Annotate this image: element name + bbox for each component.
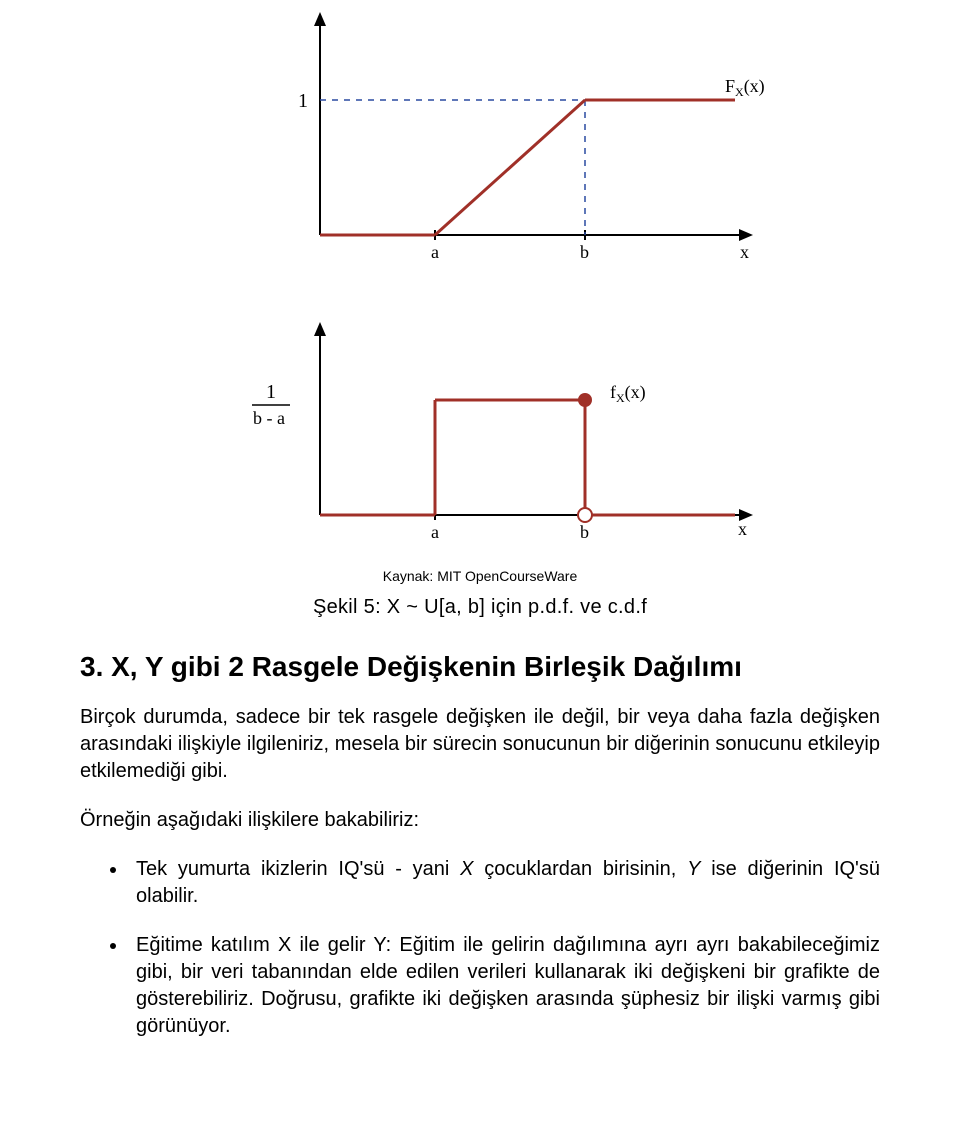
label-Fx: FX(x) <box>725 76 765 99</box>
uniform-dist-chart: 1 a b x FX(x) 1 <box>180 0 780 560</box>
list-item: Tek yumurta ikizlerin IQ'sü - yani X çoc… <box>128 856 880 910</box>
label-fx: fX(x) <box>610 382 646 405</box>
label-x-top: x <box>740 242 749 262</box>
bullet-list: Tek yumurta ikizlerin IQ'sü - yani X çoc… <box>80 856 880 1040</box>
caption-figure: Şekil 5: X ~ U[a, b] için p.d.f. ve c.d.… <box>80 596 880 619</box>
list-item: Eğitime katılım X ile gelir Y: Eğitim il… <box>128 932 880 1040</box>
li1-y: Y <box>687 858 700 880</box>
label-b-bot: b <box>580 522 589 542</box>
label-one: 1 <box>298 90 308 112</box>
label-b-top: b <box>580 242 589 262</box>
chart-container: 1 a b x FX(x) 1 <box>180 0 780 560</box>
label-frac-bot: b - a <box>253 408 285 428</box>
li1-pre: Tek yumurta ikizlerin IQ'sü - yani <box>136 858 460 880</box>
caption-source: Kaynak: MIT OpenCourseWare <box>80 568 880 584</box>
li1-mid: çocuklardan birisinin, <box>474 858 688 880</box>
paragraph-1: Birçok durumda, sadece bir tek rasgele d… <box>80 704 880 785</box>
paragraph-2: Örneğin aşağıdaki ilişkilere bakabiliriz… <box>80 807 880 834</box>
label-a-top: a <box>431 242 439 262</box>
section-heading: 3. X, Y gibi 2 Rasgele Değişkenin Birleş… <box>80 649 880 684</box>
li1-x: X <box>460 858 473 880</box>
label-frac-top: 1 <box>266 381 276 403</box>
label-x-bot: x <box>738 519 747 539</box>
label-a-bot: a <box>431 522 439 542</box>
